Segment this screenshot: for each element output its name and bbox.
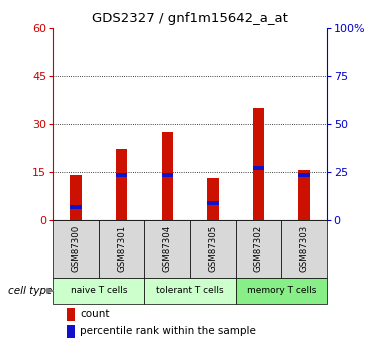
Text: GSM87301: GSM87301 bbox=[117, 225, 126, 272]
Text: naive T cells: naive T cells bbox=[71, 286, 127, 295]
Bar bbox=[236, 278, 327, 304]
Bar bbox=[298, 170, 310, 219]
Bar bbox=[253, 108, 264, 219]
Bar bbox=[144, 219, 190, 278]
Bar bbox=[53, 278, 144, 304]
Bar bbox=[207, 201, 218, 205]
Bar bbox=[99, 219, 144, 278]
Text: GSM87305: GSM87305 bbox=[208, 225, 217, 272]
Text: tolerant T cells: tolerant T cells bbox=[156, 286, 224, 295]
Bar bbox=[253, 166, 264, 170]
Bar bbox=[236, 219, 281, 278]
Text: cell type: cell type bbox=[8, 286, 52, 296]
Text: GSM87300: GSM87300 bbox=[71, 225, 81, 272]
Bar bbox=[144, 278, 236, 304]
Bar bbox=[116, 174, 127, 177]
Text: GSM87304: GSM87304 bbox=[163, 225, 172, 272]
Bar bbox=[116, 149, 127, 219]
Text: GSM87302: GSM87302 bbox=[254, 225, 263, 272]
Bar bbox=[67, 308, 74, 321]
Bar bbox=[207, 178, 218, 219]
Text: count: count bbox=[80, 309, 109, 319]
Text: percentile rank within the sample: percentile rank within the sample bbox=[80, 326, 256, 336]
Bar bbox=[162, 174, 173, 177]
Bar bbox=[70, 175, 82, 219]
Bar bbox=[67, 325, 74, 338]
Bar bbox=[298, 174, 310, 177]
Text: memory T cells: memory T cells bbox=[247, 286, 316, 295]
Title: GDS2327 / gnf1m15642_a_at: GDS2327 / gnf1m15642_a_at bbox=[92, 12, 288, 25]
Bar bbox=[281, 219, 327, 278]
Bar bbox=[53, 219, 99, 278]
Bar bbox=[190, 219, 236, 278]
Bar bbox=[70, 205, 82, 209]
Text: GSM87303: GSM87303 bbox=[299, 225, 309, 272]
Bar bbox=[162, 131, 173, 219]
